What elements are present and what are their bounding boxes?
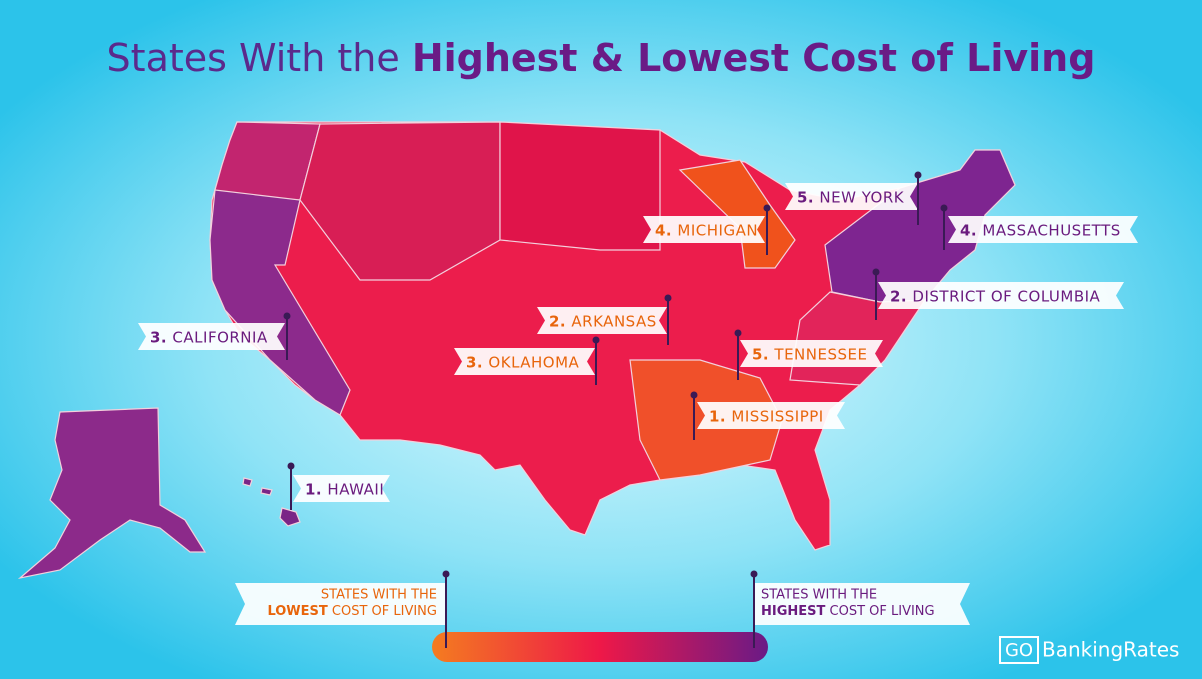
label-pin-head [734, 329, 742, 337]
label-pin-head [690, 391, 698, 399]
label-text: 5. TENNESSEE [752, 345, 867, 363]
label-pin-head [872, 268, 880, 276]
legend-line1: STATES WITH THE [321, 588, 437, 603]
pacific-region [209, 189, 351, 416]
label-pin-head [940, 204, 948, 212]
label-text: 4. MASSACHUSETTS [960, 221, 1121, 239]
label-ribbon [740, 340, 883, 367]
legend-emphasis: LOWEST [267, 604, 327, 619]
alaska [17, 407, 207, 580]
label-rank: 5. [752, 345, 769, 363]
label-ribbon [643, 216, 765, 243]
label-name: ARKANSAS [571, 312, 656, 330]
logo-box [999, 636, 1039, 664]
hawaii-islands [242, 477, 273, 496]
label-text: 1. MISSISSIPPI [709, 407, 824, 425]
label-rank: 3. [466, 353, 483, 371]
label-text: 4. MICHIGAN [655, 221, 758, 239]
label-ribbon [948, 216, 1138, 243]
legend-line2: LOWEST COST OF LIVING [267, 604, 437, 619]
label-ribbon [697, 402, 845, 429]
legend-line2: HIGHEST COST OF LIVING [761, 604, 935, 619]
label-rank: 4. [655, 221, 672, 239]
label-rank: 1. [305, 480, 322, 498]
legend-emphasis: HIGHEST [761, 604, 826, 619]
label-name: HAWAII [327, 480, 384, 498]
label-name: CALIFORNIA [172, 328, 268, 346]
label-pin-head [283, 312, 291, 320]
legend-line1: STATES WITH THE [761, 588, 877, 603]
title: States With the Highest & Lowest Cost of… [107, 36, 1096, 80]
label-ribbon [878, 282, 1124, 309]
label-rank: 5. [797, 188, 814, 206]
legend-rest: COST OF LIVING [830, 604, 935, 619]
legend-pin-head [750, 570, 758, 578]
label-text: 3. OKLAHOMA [466, 353, 580, 371]
hawaii-big [279, 507, 301, 527]
label-name: MISSISSIPPI [731, 407, 823, 425]
midwest-region [499, 121, 661, 251]
label-name: MICHIGAN [677, 221, 758, 239]
label-text: 1. HAWAII [305, 480, 384, 498]
label-rank: 1. [709, 407, 726, 425]
logo-name: BankingRates [1042, 638, 1179, 662]
label-name: DISTRICT OF COLUMBIA [912, 287, 1100, 305]
label-ribbon [537, 307, 667, 334]
label-name: MASSACHUSETTS [982, 221, 1120, 239]
legend-ribbon [235, 583, 445, 625]
legend-rest: COST OF LIVING [332, 604, 437, 619]
label-name: NEW YORK [819, 188, 904, 206]
label-pin-head [914, 171, 922, 179]
title-plain: States With the [107, 36, 400, 80]
logo-mark: GO [1005, 640, 1033, 661]
label-pin-head [592, 336, 600, 344]
label-pin-head [763, 204, 771, 212]
label-text: 2. ARKANSAS [549, 312, 657, 330]
label-ribbon [454, 348, 595, 375]
label-name: TENNESSEE [773, 345, 867, 363]
label-text: 3. CALIFORNIA [150, 328, 268, 346]
label-rank: 4. [960, 221, 977, 239]
legend-pin-head [442, 570, 450, 578]
legend-ribbon [755, 583, 970, 625]
map [17, 121, 1016, 580]
label-ribbon [293, 475, 390, 502]
label-rank: 3. [150, 328, 167, 346]
title-bold: Highest & Lowest Cost of Living [412, 36, 1096, 80]
label-rank: 2. [890, 287, 907, 305]
label-pin-head [664, 294, 672, 302]
label-text: 2. DISTRICT OF COLUMBIA [890, 287, 1101, 305]
label-text: 5. NEW YORK [797, 188, 905, 206]
label-rank: 2. [549, 312, 566, 330]
label-pin-head [287, 462, 295, 470]
label-ribbon [785, 183, 918, 210]
label-name: OKLAHOMA [488, 353, 579, 371]
color-scale [432, 632, 768, 662]
label-ribbon [138, 323, 285, 350]
